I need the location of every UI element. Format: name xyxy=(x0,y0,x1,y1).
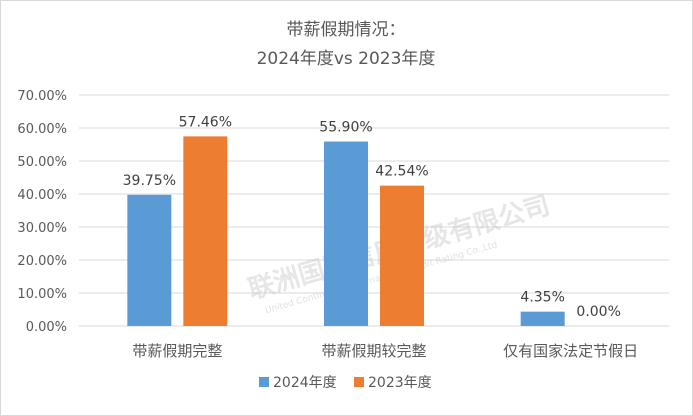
bar xyxy=(183,136,228,326)
y-tick-label: 70.00% xyxy=(17,89,67,104)
legend-label: 2023年度 xyxy=(368,375,432,391)
y-tick-label: 50.00% xyxy=(17,155,67,170)
chart-title-line1: 带薪假期情况： xyxy=(287,20,406,40)
y-tick-label: 0.00% xyxy=(26,320,67,335)
y-tick-label: 10.00% xyxy=(17,287,67,302)
category-label: 仅有国家法定节假日 xyxy=(503,342,638,360)
data-label: 0.00% xyxy=(576,304,620,320)
data-label: 57.46% xyxy=(179,114,232,130)
bar xyxy=(324,141,368,326)
y-tick-label: 40.00% xyxy=(17,188,67,203)
y-axis-ticks: 0.00% 10.00% 20.00% 30.00% 40.00% 50.00% 60.00… xyxy=(17,89,67,335)
legend-swatch xyxy=(354,377,364,387)
category-labels: 带薪假期完整 带薪假期较完整 仅有国家法定节假日 xyxy=(132,342,638,360)
data-label: 39.75% xyxy=(123,173,176,189)
bar xyxy=(127,194,172,326)
y-tick-label: 60.00% xyxy=(17,122,67,137)
category-label: 带薪假期完整 xyxy=(132,342,222,360)
legend: 2024年度 2023年度 xyxy=(259,375,432,391)
y-tick-label: 30.00% xyxy=(17,221,67,236)
data-label-layer: 39.75% 57.46% 55.90% 42.54% 4.35% 0.00% xyxy=(123,114,621,320)
category-label: 带薪假期较完整 xyxy=(321,342,426,360)
chart-title-line2: 2024年度vs 2023年度 xyxy=(257,49,436,69)
bar xyxy=(520,311,565,326)
data-label: 55.90% xyxy=(319,120,372,136)
grid-layer xyxy=(79,94,669,327)
legend-label: 2024年度 xyxy=(273,375,337,391)
legend-swatch xyxy=(259,377,269,387)
bar xyxy=(380,185,424,326)
data-label: 42.54% xyxy=(375,164,428,180)
data-label: 4.35% xyxy=(520,290,564,306)
bar-layer xyxy=(127,136,565,326)
y-tick-label: 20.00% xyxy=(17,254,67,269)
